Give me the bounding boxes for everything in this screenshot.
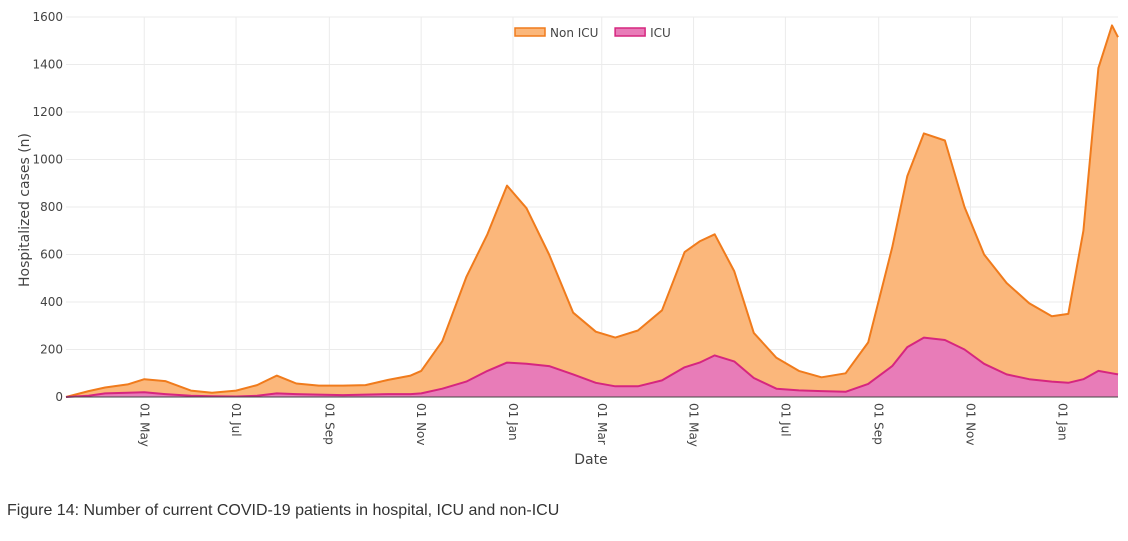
x-tick-label: 01 Nov: [414, 403, 428, 446]
hospitalization-area-chart: 0 200 400 600 800 1000 1200 1400 1600 01 May 01 Ju…: [17, 10, 1119, 468]
y-axis-title: Hospitalized cases (n): [17, 133, 33, 287]
y-tick-label: 1200: [32, 105, 63, 119]
x-tick-label: 01 Jul: [778, 403, 792, 437]
legend-swatch: [614, 27, 646, 37]
x-tick-label: 01 May: [137, 403, 151, 447]
x-tick-label: 01 May: [687, 403, 701, 447]
legend-label: Non ICU: [550, 26, 598, 40]
figure-caption: Figure 14: Number of current COVID-19 pa…: [7, 502, 560, 519]
x-tick-label: 01 Sep: [872, 403, 886, 445]
x-tick-label: 01 Mar: [595, 403, 609, 445]
area-series: [65, 24, 1119, 398]
non-icu-line: [65, 24, 1119, 398]
non-icu-area: [66, 25, 1118, 398]
axes: 0 200 400 600 800 1000 1200 1400 1600 01 May 01 Ju…: [32, 10, 1118, 447]
x-axis-title: Date: [574, 452, 607, 468]
x-tick-label: 01 Jan: [1055, 403, 1069, 441]
y-tick-label: 400: [40, 295, 63, 309]
legend-item-non-icu[interactable]: Non ICU: [514, 26, 598, 40]
y-tick-label: 200: [40, 343, 63, 357]
y-tick-label: 1600: [32, 10, 63, 24]
x-tick-label: 01 Jan: [506, 403, 520, 441]
legend[interactable]: Non ICU ICU: [514, 26, 671, 40]
icu-area: [66, 337, 1118, 397]
y-tick-label: 600: [40, 248, 63, 262]
legend-swatch: [514, 27, 546, 37]
icu-line: [65, 336, 1119, 398]
y-tick-label: 800: [40, 200, 63, 214]
legend-item-icu[interactable]: ICU: [614, 26, 671, 40]
y-tick-label: 1400: [32, 58, 63, 72]
legend-label: ICU: [650, 26, 671, 40]
y-tick-label: 0: [55, 390, 63, 404]
y-tick-label: 1000: [32, 153, 63, 167]
x-tick-label: 01 Jul: [229, 403, 243, 437]
x-tick-label: 01 Sep: [322, 403, 336, 445]
x-tick-label: 01 Nov: [964, 403, 978, 446]
